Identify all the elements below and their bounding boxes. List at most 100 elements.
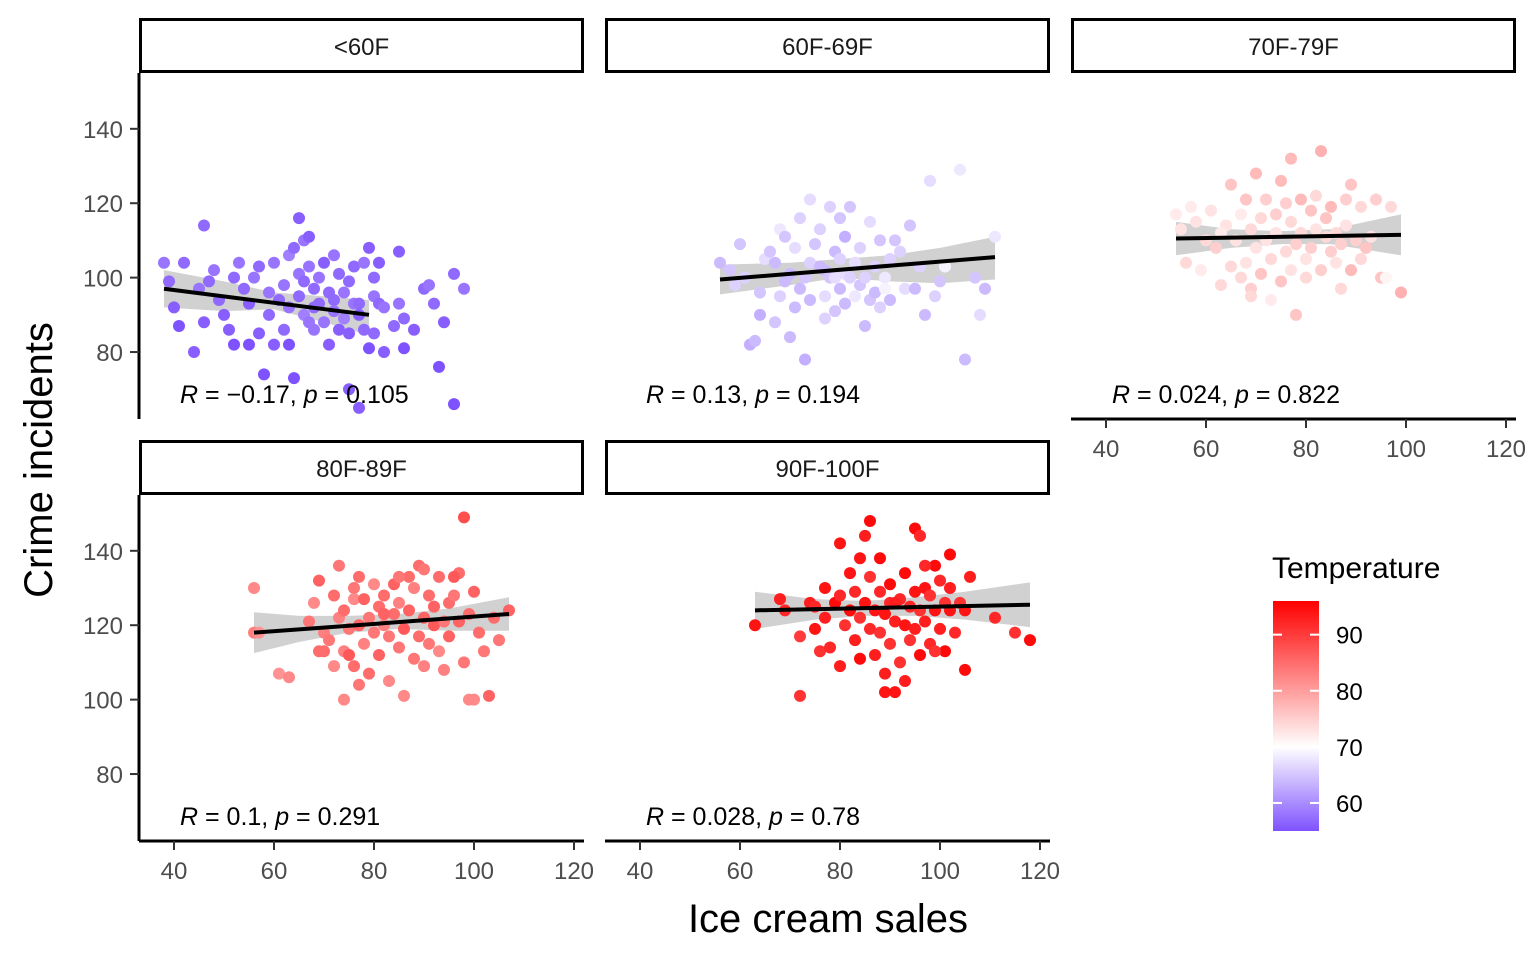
data-point <box>749 619 761 632</box>
data-point <box>839 230 851 243</box>
data-point <box>368 271 380 284</box>
data-point <box>834 253 846 266</box>
data-point <box>864 515 876 528</box>
data-point <box>313 271 325 284</box>
data-point <box>288 241 300 254</box>
data-point <box>889 234 901 247</box>
facet-strip-label: 90F-100F <box>775 456 879 483</box>
data-point <box>318 316 330 329</box>
data-point <box>784 331 796 344</box>
data-point <box>819 312 831 325</box>
x-tick-label: 100 <box>454 858 494 885</box>
data-point <box>1335 282 1347 295</box>
data-point <box>1205 204 1217 217</box>
y-tick-label: 80 <box>96 762 123 789</box>
data-point <box>1215 279 1227 292</box>
data-point <box>208 264 220 277</box>
data-point <box>819 611 831 624</box>
data-point <box>448 398 460 411</box>
data-point <box>834 660 846 673</box>
data-point <box>318 256 330 269</box>
data-point <box>378 608 390 621</box>
data-point <box>358 323 370 336</box>
data-point <box>1270 208 1282 221</box>
data-point <box>919 559 931 572</box>
y-axis-title: Crime incidents <box>17 322 61 598</box>
data-point <box>849 290 861 303</box>
data-point <box>408 652 420 665</box>
data-point <box>839 297 851 310</box>
data-point <box>1225 260 1237 273</box>
data-point <box>924 174 936 187</box>
data-point <box>804 193 816 206</box>
data-point <box>924 589 936 602</box>
data-point <box>273 667 285 680</box>
regression-line <box>163 286 370 317</box>
data-point <box>894 656 906 669</box>
data-point <box>433 645 445 658</box>
correlation-annotation: R = −0.17, p = 0.105 <box>180 381 409 409</box>
data-point <box>353 401 365 414</box>
data-point <box>929 645 941 658</box>
x-tick-label: 40 <box>1093 436 1120 463</box>
data-point <box>1024 634 1036 647</box>
data-point <box>794 630 806 643</box>
data-point <box>158 256 170 269</box>
data-point <box>238 282 250 295</box>
data-point <box>423 589 435 602</box>
data-point <box>353 297 365 310</box>
data-point <box>418 563 430 576</box>
data-point <box>1180 256 1192 269</box>
data-point <box>333 323 345 336</box>
data-point <box>393 245 405 258</box>
x-tick-label: 80 <box>1293 436 1320 463</box>
data-point <box>1315 145 1327 158</box>
data-point <box>393 641 405 654</box>
y-tick-label: 140 <box>83 539 123 566</box>
data-point <box>904 634 916 647</box>
data-point <box>458 656 470 669</box>
data-point <box>1185 200 1197 213</box>
data-point <box>1265 293 1277 306</box>
data-point <box>228 271 240 284</box>
data-point <box>178 256 190 269</box>
facet-strip-label: 80F-89F <box>316 456 407 483</box>
data-point <box>1175 223 1187 236</box>
data-point <box>328 660 340 673</box>
data-point <box>1305 204 1317 217</box>
data-point <box>423 637 435 650</box>
data-point <box>829 305 841 318</box>
data-point <box>929 559 941 572</box>
data-point <box>283 338 295 351</box>
data-point <box>854 611 866 624</box>
data-point <box>879 667 891 680</box>
facet-strip <box>605 18 1050 73</box>
data-point <box>338 693 350 706</box>
data-point <box>463 693 475 706</box>
data-point <box>428 297 440 310</box>
data-point <box>333 559 345 572</box>
x-tick-label: 100 <box>920 858 960 885</box>
x-tick-label: 60 <box>727 858 754 885</box>
legend-tick-label: 60 <box>1336 791 1363 818</box>
data-point <box>248 582 260 595</box>
data-point <box>854 241 866 254</box>
data-point <box>1240 193 1252 206</box>
data-point <box>1195 264 1207 277</box>
data-point <box>328 589 340 602</box>
data-point <box>734 238 746 251</box>
data-point <box>433 360 445 373</box>
facet-strip <box>605 440 1050 495</box>
facet-panel: 70F-79F R = 0.024, p = 0.822 40 60 80 100 120 <box>1071 18 1526 463</box>
data-point <box>1285 264 1297 277</box>
data-point <box>253 260 265 273</box>
data-point <box>869 286 881 299</box>
data-point <box>378 301 390 314</box>
data-point <box>1295 193 1307 206</box>
data-point <box>1310 189 1322 202</box>
data-point <box>789 301 801 314</box>
data-point <box>819 582 831 595</box>
data-point <box>448 589 460 602</box>
data-point <box>393 570 405 583</box>
data-point <box>1310 223 1322 236</box>
